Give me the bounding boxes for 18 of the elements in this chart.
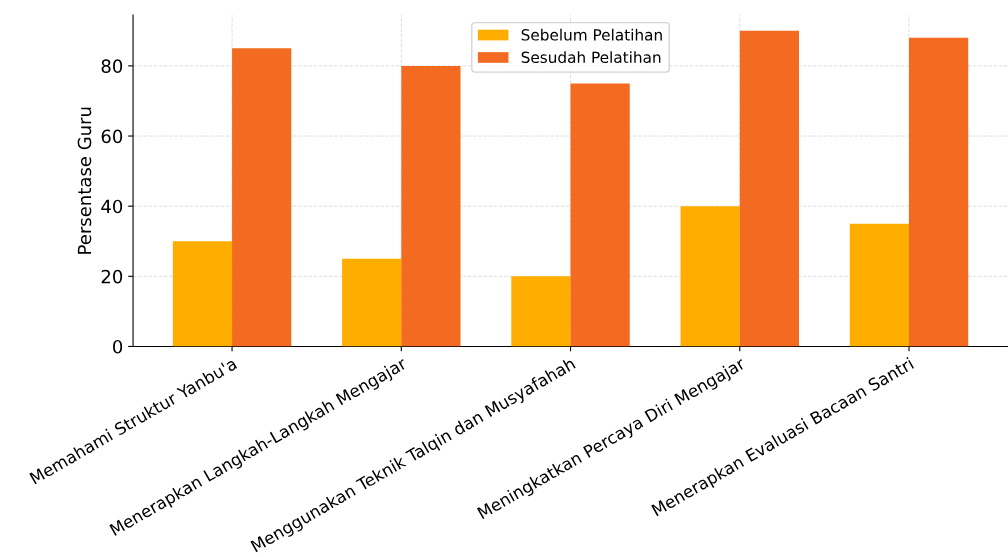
y-axis-title: Persentase Guru <box>77 107 92 254</box>
y-tick-label: 20 <box>101 269 123 284</box>
bar <box>909 37 969 347</box>
bar <box>511 276 571 347</box>
bar <box>342 258 402 347</box>
bar <box>570 83 630 347</box>
y-tick-label: 40 <box>101 199 123 214</box>
bar <box>232 48 292 347</box>
y-tick-label: 60 <box>101 129 123 144</box>
legend-label: Sebelum Pelatihan <box>521 28 662 41</box>
bar <box>739 30 799 347</box>
bar <box>680 206 740 347</box>
y-tick-label: 80 <box>101 59 123 74</box>
bar <box>172 241 233 347</box>
bar <box>849 223 909 347</box>
y-tick-label: 0 <box>113 339 123 354</box>
bar <box>401 65 461 347</box>
legend-label: Sesudah Pelatihan <box>521 51 661 64</box>
